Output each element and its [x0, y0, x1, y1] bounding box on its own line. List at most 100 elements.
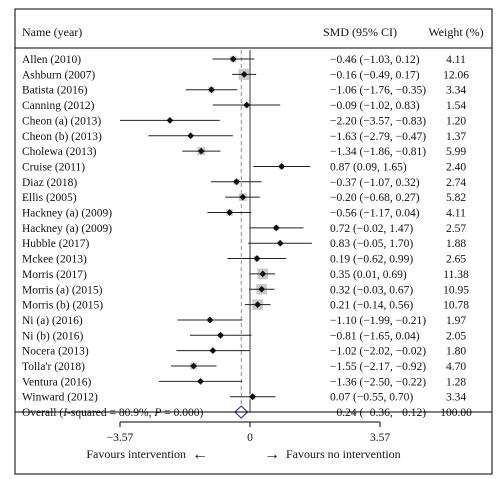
study-weight: 1.80: [446, 346, 466, 358]
study-label: Cheon (b) (2013): [22, 131, 102, 143]
study-smd-ci: −0.81 (−1.65, 0.04): [330, 330, 420, 342]
favours-left-label: Favours intervention: [86, 447, 186, 461]
study-row: Tolla'r (2018) −1.55 (−2.17, −0.92) 4.70: [22, 361, 466, 373]
point-estimate: [239, 193, 247, 201]
column-header-weight: Weight (%): [428, 25, 483, 39]
study-weight: 1.97: [446, 315, 466, 327]
point-estimate: [278, 163, 286, 170]
study-row: Ventura (2016) −1.36 (−2.50, −0.22) 1.28: [22, 376, 466, 388]
study-label: Hubble (2017): [22, 238, 90, 250]
study-smd-ci: −1.34 (−1.86, −0.81): [330, 146, 426, 158]
study-smd-ci: −0.46 (−1.03, 0.12): [330, 54, 420, 66]
point-estimate: [272, 224, 280, 232]
column-header-effect: SMD (95% CI): [323, 25, 397, 39]
overall-label: Overall (I-squared = 80.9%, P = 0.000): [22, 407, 203, 419]
favours-right-label: Favours no intervention: [286, 447, 401, 461]
x-axis-ticks: −3.57 0 3.57: [107, 422, 390, 444]
study-label: Cruise (2011): [22, 161, 85, 173]
study-label: Cholewa (2013): [22, 146, 97, 158]
column-header-name: Name (year): [22, 25, 82, 39]
study-row: Winward (2012) 0.07 (−0.55, 0.70) 3.34: [22, 392, 466, 404]
x-tick-label: 0: [247, 432, 253, 444]
study-smd-ci: 0.83 (−0.05, 1.70): [330, 238, 413, 250]
study-weight: 3.34: [446, 85, 466, 97]
study-weight: 1.88: [446, 238, 466, 250]
study-smd-ci: −0.20 (−0.68, 0.27): [330, 192, 420, 204]
study-label: Morris (b) (2015): [22, 300, 103, 312]
study-label: Hackney (a) (2009): [22, 208, 112, 220]
point-estimate: [276, 239, 284, 247]
study-row: Hackney (a) (2009) 0.72 (−0.02, 1.47) 2.57: [22, 223, 466, 235]
study-weight: 2.40: [446, 161, 466, 173]
study-label: Ventura (2016): [22, 376, 91, 388]
study-row: Cholewa (2013) −1.34 (−1.86, −0.81) 5.99: [22, 146, 466, 158]
study-row: Allen (2010) −0.46 (−1.03, 0.12) 4.11: [22, 54, 466, 66]
point-estimate: [253, 255, 261, 262]
study-label: Ni (a) (2016): [22, 315, 83, 327]
overall-weight: 100.00: [440, 407, 472, 419]
favours-left-arrow: ←: [192, 446, 208, 463]
point-estimate: [243, 101, 251, 109]
study-smd-ci: −1.36 (−2.50, −0.22): [330, 376, 426, 388]
study-row: Morris (b) (2015) 0.21 (−0.14, 0.56) 10.78: [22, 299, 469, 312]
study-smd-ci: −1.55 (−2.17, −0.92): [330, 361, 426, 373]
study-weight: 10.78: [443, 300, 469, 312]
point-estimate: [197, 147, 205, 155]
point-estimate: [233, 178, 240, 186]
study-label: Ashburn (2007): [22, 69, 95, 81]
point-estimate: [226, 209, 234, 216]
study-label: Cheon (a) (2013): [22, 115, 101, 127]
point-estimate: [166, 117, 174, 124]
study-label: Hackney (a) (2009): [22, 223, 112, 235]
study-row: Morris (2017) 0.35 (0.01, 0.69) 11.38: [22, 268, 469, 281]
point-estimate: [259, 270, 267, 278]
study-label: Ellis (2005): [22, 192, 77, 204]
study-label: Diaz (2018): [22, 177, 77, 189]
study-smd-ci: −1.10 (−1.99, −0.21): [330, 315, 426, 327]
point-estimate: [208, 86, 215, 94]
study-row: Nocera (2013) −1.02 (−2.02, −0.02) 1.80: [22, 346, 466, 358]
study-weight: 2.74: [446, 177, 466, 189]
study-row: Cheon (a) (2013) −2.20 (−3.57, −0.83) 1.20: [22, 115, 466, 127]
study-smd-ci: 0.32 (−0.03, 0.67): [330, 284, 413, 296]
study-label: Allen (2010): [22, 54, 81, 66]
study-weight: 1.28: [446, 376, 466, 388]
study-label: Winward (2012): [22, 392, 98, 404]
study-smd-ci: −1.06 (−1.76, −0.35): [330, 85, 426, 97]
study-weight: 10.95: [443, 284, 469, 296]
study-row: Mckee (2013) 0.19 (−0.62, 0.99) 2.65: [22, 254, 466, 266]
study-smd-ci: −1.02 (−2.02, −0.02): [330, 346, 426, 358]
point-estimate: [254, 301, 262, 308]
study-smd-ci: −0.16 (−0.49, 0.17): [330, 69, 420, 81]
study-smd-ci: −1.63 (−2.79, −0.47): [330, 131, 426, 143]
study-row: Ellis (2005) −0.20 (−0.68, 0.27) 5.82: [22, 192, 466, 204]
point-estimate: [258, 285, 266, 293]
study-row: Ni (b) (2016) −0.81 (−1.65, 0.04) 2.05: [22, 330, 466, 342]
point-estimate: [187, 132, 195, 140]
study-weight: 11.38: [443, 269, 469, 281]
study-weight: 4.11: [446, 208, 466, 220]
study-label: Morris (a) (2015): [22, 284, 103, 296]
study-label: Ni (b) (2016): [22, 330, 83, 342]
study-row: Hackney (a) (2009) −0.56 (−1.17, 0.04) 4.1…: [22, 208, 466, 220]
study-weight: 2.65: [446, 254, 466, 266]
study-smd-ci: −0.09 (−1.02, 0.83): [330, 100, 420, 112]
point-estimate: [217, 331, 224, 339]
point-estimate: [249, 393, 256, 401]
point-estimate: [209, 347, 217, 355]
study-row: Ashburn (2007) −0.16 (−0.49, 0.17) 12.06: [22, 68, 469, 81]
study-label: Morris (2017): [22, 269, 87, 281]
x-tick-label: 3.57: [370, 432, 390, 444]
study-label: Mckee (2013): [22, 254, 87, 266]
study-row: Batista (2016) −1.06 (−1.76, −0.35) 3.34: [22, 85, 466, 97]
overall-row: Overall (I-squared = 80.9%, P = 0.000) −0…: [22, 405, 472, 419]
study-weight: 1.54: [446, 100, 466, 112]
study-rows: Allen (2010) −0.46 (−1.03, 0.12) 4.11 Ashbu…: [22, 50, 469, 412]
study-weight: 12.06: [443, 69, 469, 81]
study-smd-ci: −0.56 (−1.17, 0.04): [330, 208, 420, 220]
point-estimate: [206, 316, 214, 324]
favours-right-arrow: →: [264, 446, 280, 463]
study-label: Canning (2012): [22, 100, 95, 112]
study-smd-ci: 0.07 (−0.55, 0.70): [330, 392, 413, 404]
